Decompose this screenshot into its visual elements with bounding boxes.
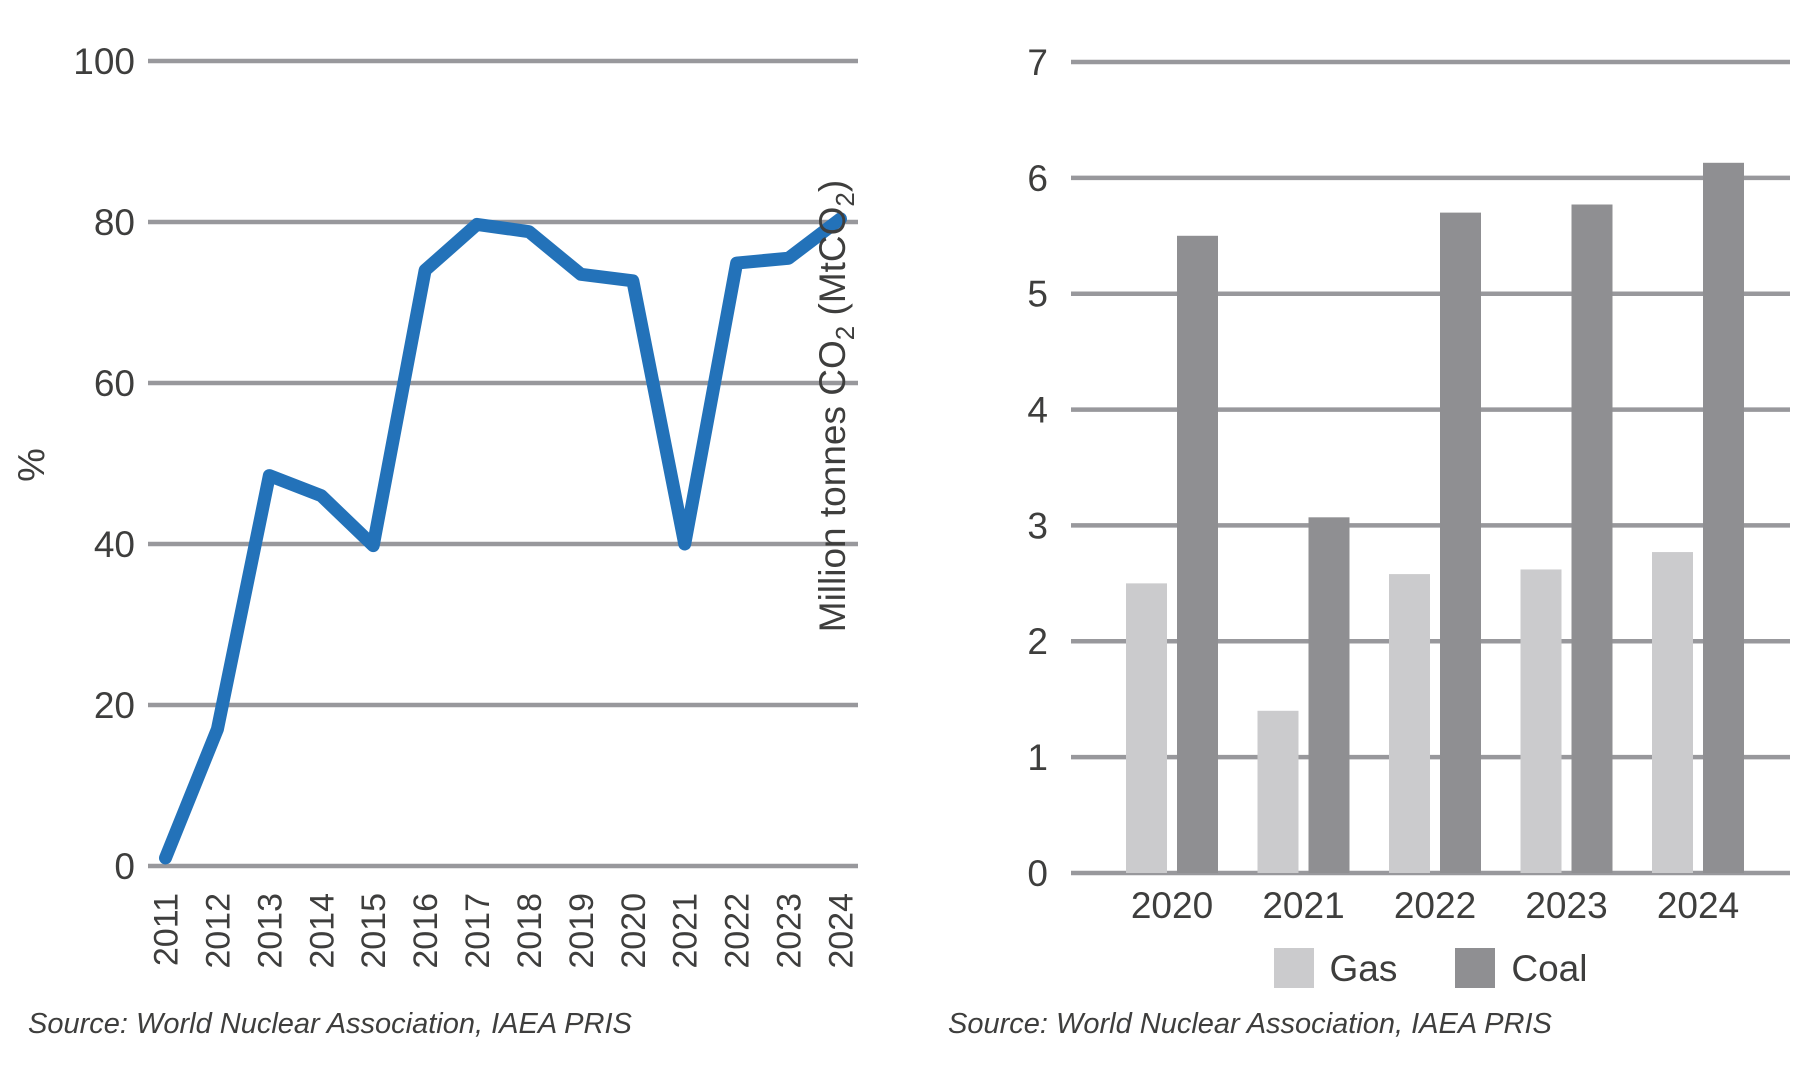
- y-axis-label: Million tonnes CO2 (MtCO2): [812, 180, 860, 632]
- gas-legend-label: Gas: [1329, 947, 1398, 989]
- gas-swatch: [1273, 948, 1314, 988]
- coal-legend-label: Coal: [1511, 947, 1588, 989]
- y-tick-label: 1: [1027, 737, 1048, 778]
- y-tick-label: 80: [94, 202, 135, 243]
- x-tick-label: 2015: [355, 893, 393, 969]
- x-tick-label: 2021: [667, 893, 705, 969]
- x-tick-label: 2024: [823, 893, 861, 969]
- coal-bar: [1177, 235, 1218, 874]
- bar-chart: 0 1 2 3 4 5 6 7 Million tonnes CO2 (MtCO2) 2020 20…: [812, 42, 1790, 926]
- coal-bar: [1308, 517, 1350, 873]
- y-tick-label: 3: [1027, 505, 1048, 546]
- y-tick-label: 5: [1027, 274, 1048, 315]
- gas-bar: [1126, 583, 1167, 873]
- y-tick-label: 4: [1027, 390, 1048, 431]
- x-tick-label: 2022: [719, 893, 757, 969]
- bar-chart-legend: Gas Coal: [1071, 948, 1790, 988]
- x-tick-label: 2023: [1525, 885, 1607, 926]
- x-tick-label: 2019: [563, 893, 601, 969]
- y-axis-label: %: [11, 448, 53, 482]
- coal-bar: [1703, 162, 1744, 873]
- y-tick-label: 60: [94, 363, 135, 404]
- x-tick-label: 2024: [1657, 885, 1739, 926]
- x-tick-label: 2014: [303, 893, 341, 969]
- right-chart-source: Source: World Nuclear Association, IAEA …: [948, 1008, 1552, 1040]
- coal-bar: [1571, 204, 1613, 874]
- gas-bar: [1389, 574, 1430, 873]
- x-tick-label: 2022: [1394, 885, 1476, 926]
- x-tick-label: 2021: [1262, 885, 1344, 926]
- legend-item-gas: Gas: [1273, 947, 1398, 989]
- x-tick-label: 2013: [251, 893, 289, 969]
- share-line-series: [159, 212, 847, 865]
- coal-bar: [1440, 212, 1481, 874]
- x-tick-label: 2023: [771, 893, 809, 969]
- y-tick-label: 7: [1027, 42, 1048, 83]
- x-tick-label: 2016: [407, 893, 445, 969]
- y-tick-label: 2: [1027, 621, 1048, 662]
- gas-bar: [1520, 569, 1562, 873]
- y-tick-label: 6: [1027, 158, 1048, 199]
- y-tick-label: 0: [114, 846, 135, 887]
- x-tick-label: 2012: [199, 893, 237, 969]
- coal-swatch: [1455, 948, 1496, 988]
- x-tick-label: 2018: [511, 893, 549, 969]
- y-tick-label: 20: [94, 685, 135, 726]
- y-tick-label: 100: [73, 41, 135, 82]
- line-chart: 0 20 40 60 80 100 2011 2012 2013 2014 2015 2016 2017…: [11, 41, 861, 969]
- y-tick-label: 0: [1027, 853, 1048, 894]
- y-tick-label: 40: [94, 524, 135, 565]
- x-tick-label: 2017: [459, 893, 497, 969]
- gas-bar: [1257, 710, 1299, 873]
- x-tick-label: 2020: [615, 893, 653, 969]
- gas-bar: [1652, 552, 1693, 873]
- x-tick-label: 2011: [148, 893, 186, 966]
- left-chart-source: Source: World Nuclear Association, IAEA …: [28, 1008, 632, 1040]
- x-tick-label: 2020: [1131, 885, 1213, 926]
- legend-item-coal: Coal: [1455, 948, 1587, 988]
